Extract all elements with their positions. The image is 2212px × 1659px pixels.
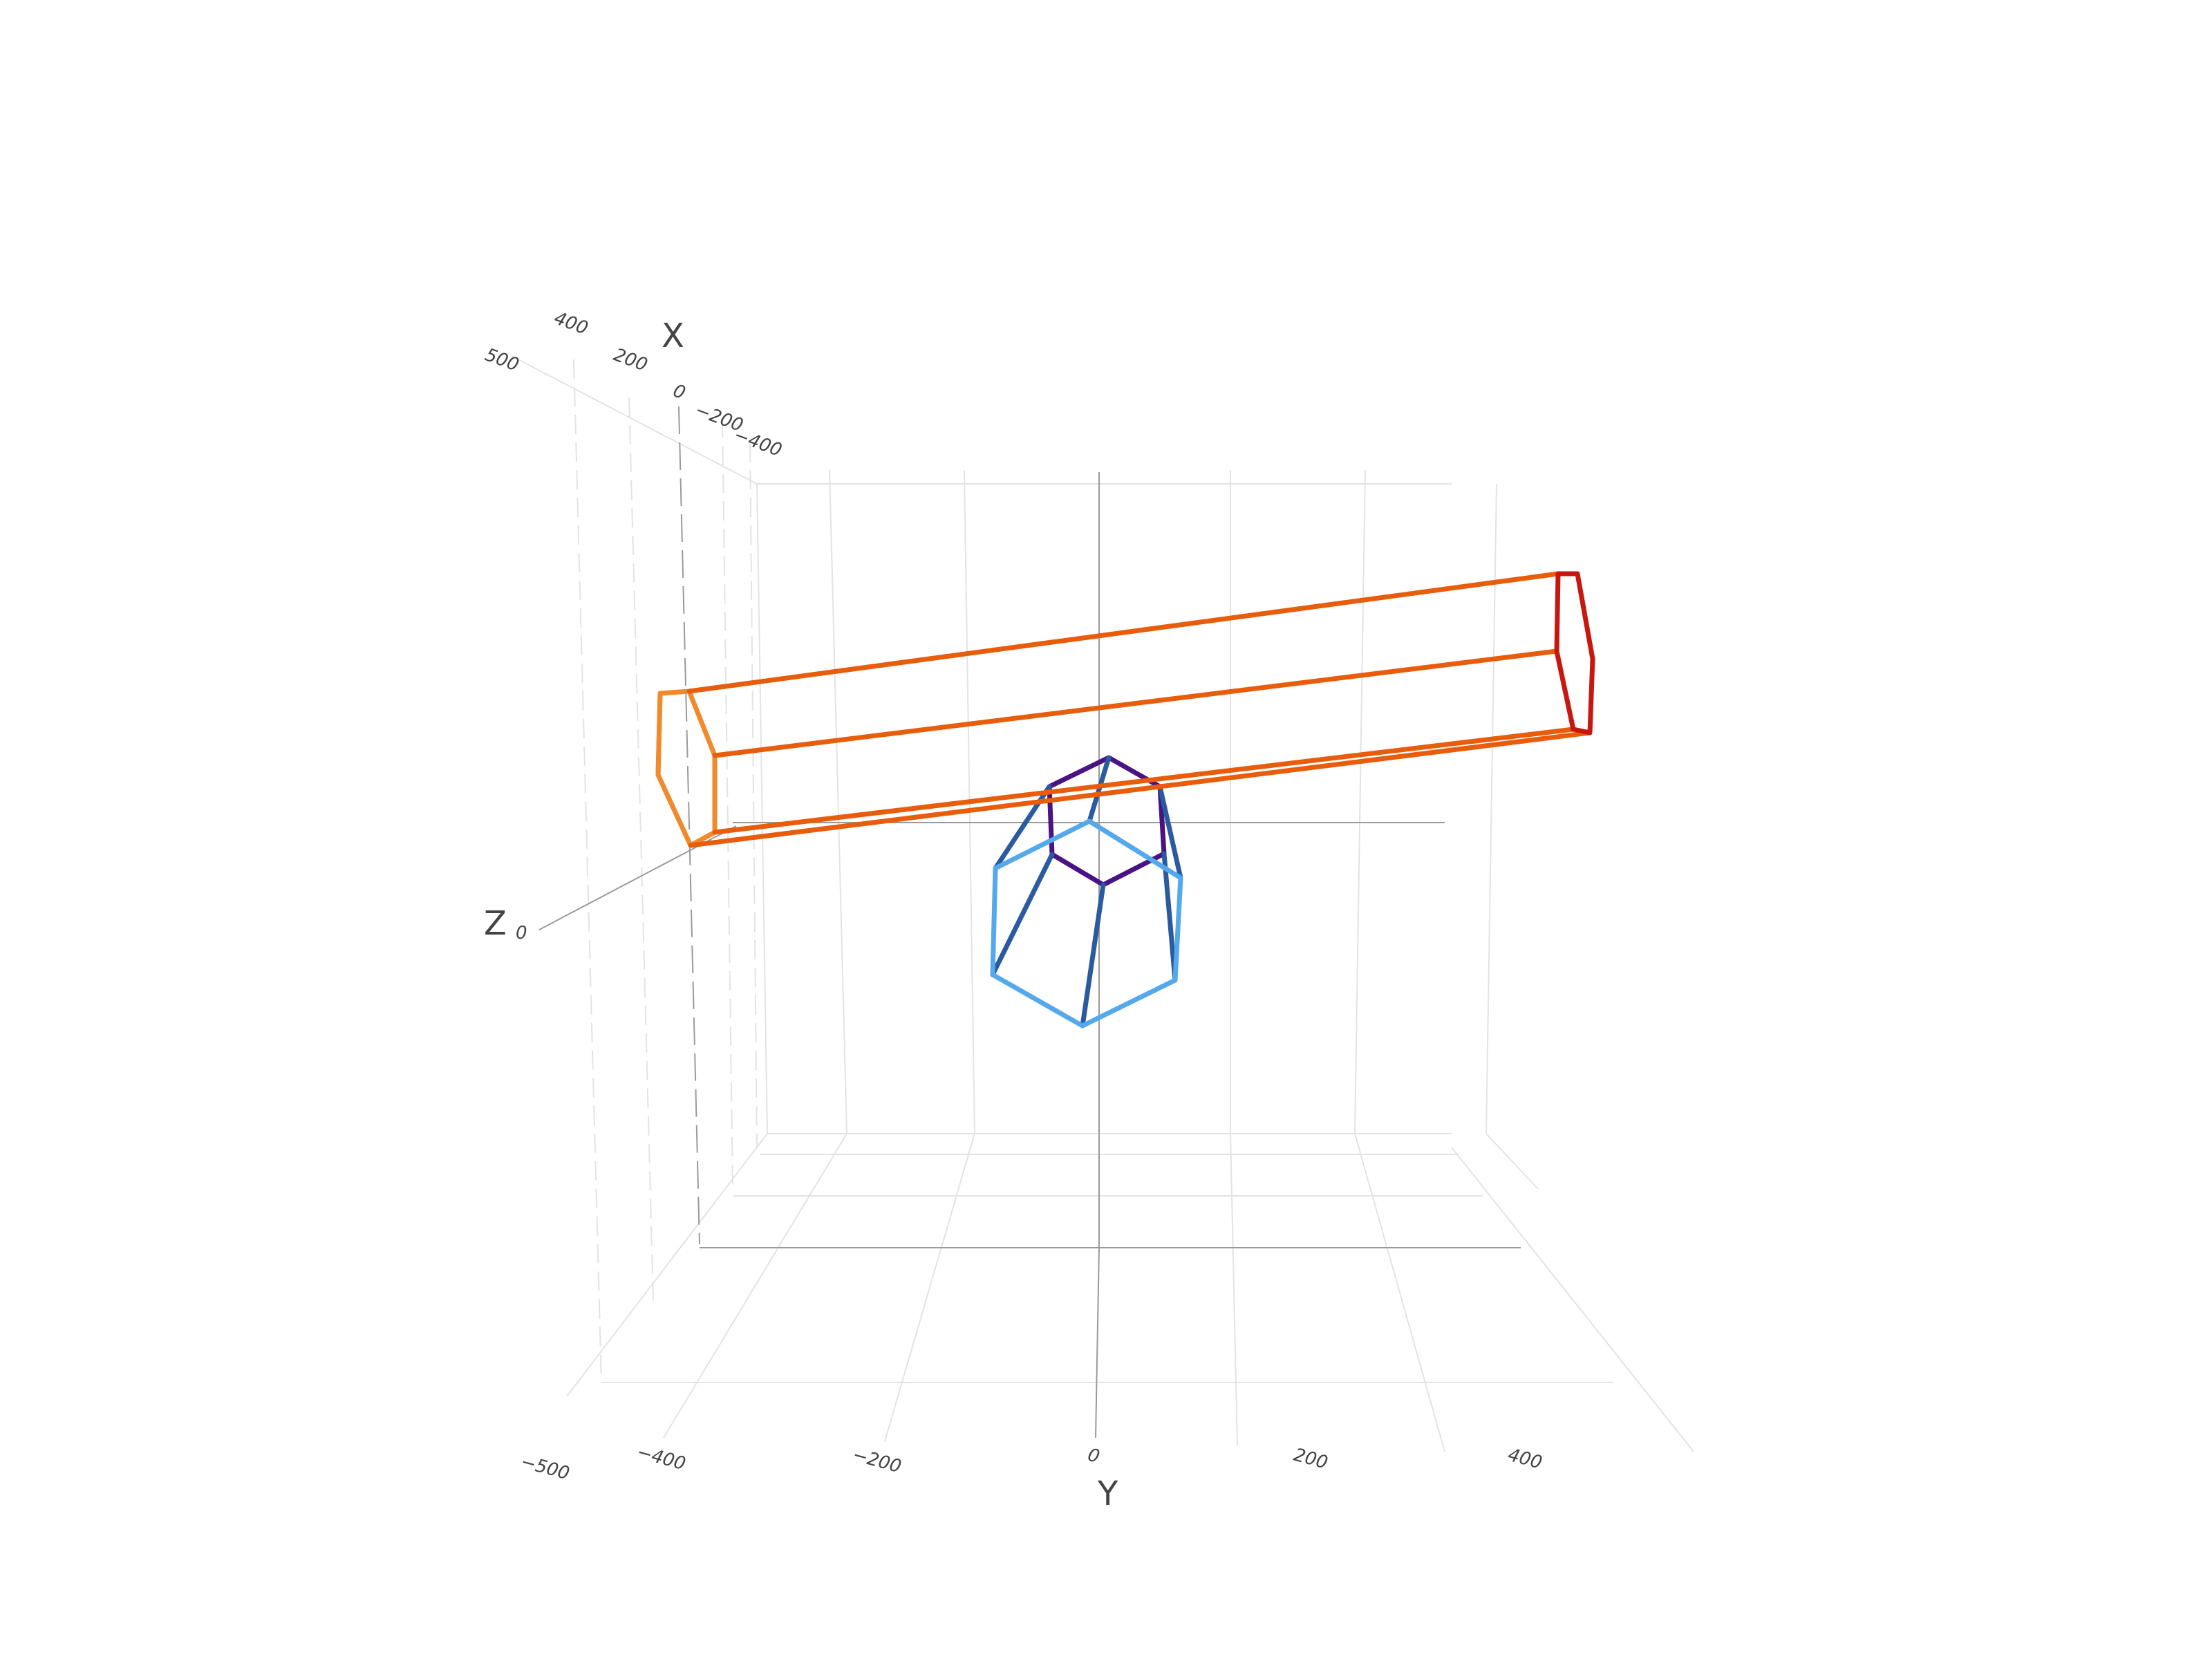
y-tick-label: 0 [1085,1445,1102,1468]
back-wall-grid [756,469,1497,1134]
x-tick-label: −400 [731,424,785,461]
left-wall-grid [511,355,758,1383]
y-tick-label: −500 [518,1452,572,1484]
y-tick-label: −400 [635,1442,688,1474]
floor-grid [566,1133,1694,1452]
y-tick-label: 400 [1506,1445,1544,1474]
y-axis-title: Y [1097,1474,1118,1513]
x-tick-label: 500 [482,344,522,375]
axis-lines [538,406,1521,1438]
frustum-top-hexagon [1047,755,1167,888]
beam-right-face [1554,571,1595,735]
x-tick-label: 0 [671,380,688,404]
frustum-bottom-hexagon [990,818,1183,1029]
y-axis-ticks: −500 −400 −200 0 200 400 [518,1442,1544,1484]
x-tick-label: 400 [552,308,591,339]
y-tick-label: 200 [1291,1445,1330,1474]
z-axis-title: Z [484,904,507,943]
x-axis-ticks: 500 400 200 0 −200 −400 [482,308,785,461]
x-tick-label: 200 [611,344,650,375]
beam-shape[interactable] [655,571,1595,848]
z-tick-label: 0 [516,923,527,944]
beam-long-edges [686,571,1593,848]
y-tick-label: −200 [850,1445,903,1477]
x-axis-title: X [662,317,684,355]
frustum-side-edges [990,755,1183,1029]
